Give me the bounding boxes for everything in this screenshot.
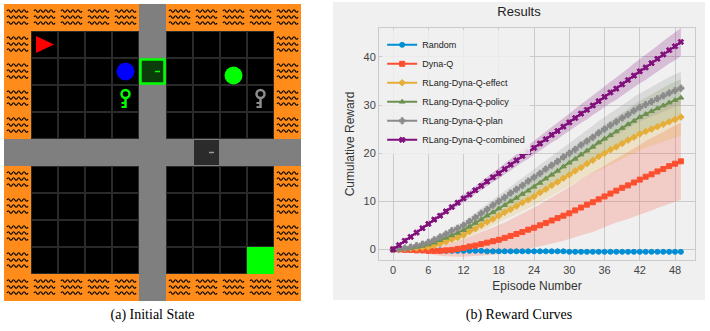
svg-text:RLang-Dyna-Q-policy: RLang-Dyna-Q-policy xyxy=(422,97,509,107)
svg-text:36: 36 xyxy=(598,264,610,276)
svg-text:24: 24 xyxy=(528,264,540,276)
svg-text:30: 30 xyxy=(563,264,575,276)
svg-text:Episode Number: Episode Number xyxy=(492,279,581,293)
html-text:(a) Initial State: (a) Initial State xyxy=(110,307,195,322)
svg-text:Results: Results xyxy=(497,4,541,19)
svg-text:10: 10 xyxy=(364,195,376,207)
svg-text:RLang-Dyna-Q-effect: RLang-Dyna-Q-effect xyxy=(422,78,508,88)
svg-text:0: 0 xyxy=(370,243,376,255)
svg-text:42: 42 xyxy=(634,264,646,276)
svg-text:RLang-Dyna-Q-combined: RLang-Dyna-Q-combined xyxy=(422,135,525,145)
svg-text:Cumulative Reward: Cumulative Reward xyxy=(343,92,357,197)
html-text:(b) Reward Curves: (b) Reward Curves xyxy=(465,307,573,322)
svg-text:Random: Random xyxy=(422,40,456,50)
svg-text:48: 48 xyxy=(669,264,681,276)
svg-text:20: 20 xyxy=(364,147,376,159)
svg-text:12: 12 xyxy=(457,264,469,276)
svg-text:18: 18 xyxy=(493,264,505,276)
svg-text:40: 40 xyxy=(364,51,376,63)
svg-text:0: 0 xyxy=(390,264,396,276)
svg-text:6: 6 xyxy=(425,264,431,276)
svg-text:30: 30 xyxy=(364,99,376,111)
svg-text:Dyna-Q: Dyna-Q xyxy=(422,59,453,69)
svg-text:RLang-Dyna-Q-plan: RLang-Dyna-Q-plan xyxy=(422,116,503,126)
